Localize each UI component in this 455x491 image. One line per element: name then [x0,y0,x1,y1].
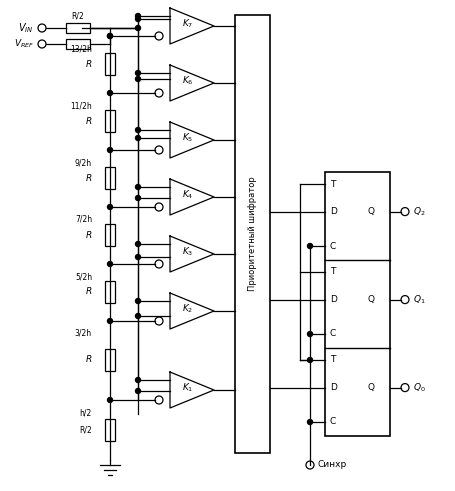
Text: 7/2h: 7/2h [75,215,92,224]
Text: 3/2h: 3/2h [75,329,92,338]
Text: R: R [86,116,92,126]
Circle shape [107,147,112,153]
Text: Q: Q [367,207,374,216]
Text: $K_{5}$: $K_{5}$ [182,132,193,144]
Text: D: D [329,207,336,216]
Circle shape [135,313,140,319]
Text: h/2: h/2 [80,408,92,417]
Text: C: C [329,242,335,250]
Text: $Q_0$: $Q_0$ [412,382,425,394]
Text: $K_{6}$: $K_{6}$ [182,75,193,87]
Circle shape [135,378,140,382]
Text: $K_{3}$: $K_{3}$ [182,246,193,258]
Circle shape [107,398,112,403]
Bar [234,15,269,453]
Circle shape [107,33,112,38]
Text: T: T [329,268,334,276]
Text: D: D [329,295,336,304]
Text: D: D [329,383,336,392]
Text: 5/2h: 5/2h [75,272,92,281]
Text: R: R [86,355,92,364]
Bar [105,281,115,303]
Circle shape [135,299,140,303]
Bar [66,23,90,33]
Circle shape [107,319,112,324]
Circle shape [135,242,140,246]
Circle shape [107,33,112,38]
Circle shape [135,128,140,133]
Circle shape [307,244,312,248]
Circle shape [135,388,140,393]
Circle shape [135,71,140,76]
Bar [105,224,115,246]
Circle shape [307,331,312,336]
Circle shape [135,185,140,190]
Text: Синхр: Синхр [317,461,347,469]
Text: $K_{2}$: $K_{2}$ [182,303,193,315]
Text: $Q_2$: $Q_2$ [412,205,425,218]
Circle shape [135,77,140,82]
Text: $V_{IN}$: $V_{IN}$ [18,21,34,35]
Text: 9/2h: 9/2h [75,158,92,167]
Circle shape [307,419,312,425]
Text: R: R [86,59,92,69]
Circle shape [135,26,140,30]
Text: T: T [329,355,334,364]
Text: $Q_1$: $Q_1$ [412,293,425,306]
Circle shape [135,254,140,260]
Circle shape [107,90,112,96]
Text: R/2: R/2 [71,11,84,20]
Bar [66,39,90,49]
Circle shape [307,357,312,362]
Text: $V_{REF}$: $V_{REF}$ [14,38,34,50]
Bar [105,53,115,75]
Text: $K_{4}$: $K_{4}$ [182,189,193,201]
Text: T: T [329,180,334,189]
Bar [105,419,115,441]
Text: $K_{1}$: $K_{1}$ [182,382,193,394]
Text: $K_{7}$: $K_{7}$ [182,18,193,30]
Circle shape [135,17,140,22]
Bar [324,172,389,436]
Circle shape [107,204,112,210]
Text: C: C [329,329,335,338]
Bar [105,167,115,189]
Text: 11/2h: 11/2h [70,101,92,110]
Circle shape [135,136,140,140]
Text: Q: Q [367,383,374,392]
Text: R: R [86,173,92,183]
Circle shape [135,195,140,200]
Text: R: R [86,288,92,297]
Text: R: R [86,230,92,240]
Text: Q: Q [367,295,374,304]
Bar [105,349,115,371]
Text: Приоритетный шифратор: Приоритетный шифратор [248,177,257,291]
Bar [105,110,115,132]
Circle shape [107,262,112,267]
Text: R/2: R/2 [79,426,92,435]
Text: C: C [329,417,335,427]
Circle shape [135,13,140,19]
Text: 13/2h: 13/2h [70,44,92,53]
